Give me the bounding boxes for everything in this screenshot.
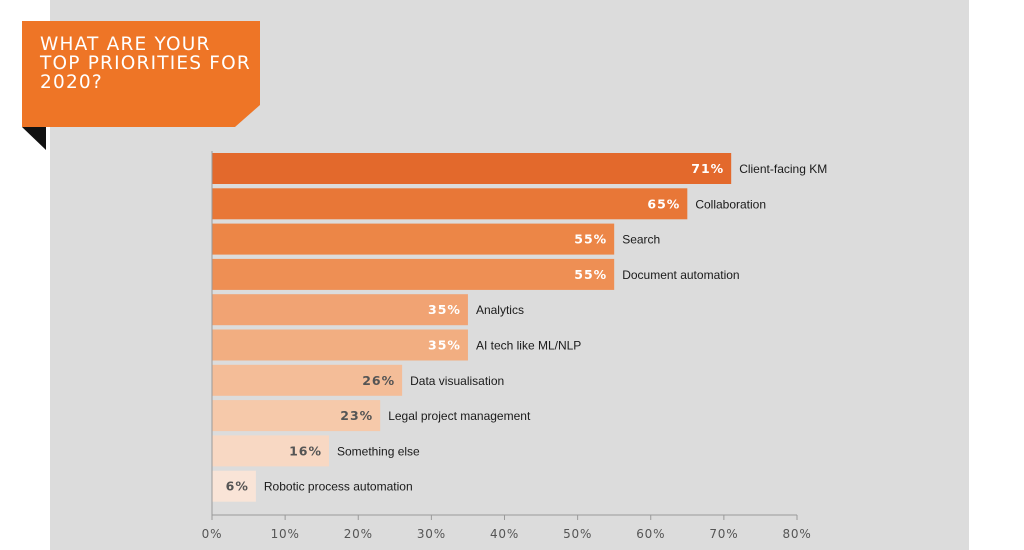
x-tick-label: 60% [636, 527, 665, 541]
bar [212, 435, 329, 467]
bar-value-label: 16% [289, 443, 322, 458]
bar-category-label: Legal project management [388, 409, 531, 423]
x-ticks-layer: 0% 10% 20% 30% 40% 50% 60% 70% 80% [202, 515, 811, 541]
bar-value-label: 55% [574, 232, 607, 247]
bar-value-label: 55% [574, 267, 607, 282]
x-tick-label: 40% [490, 527, 519, 541]
x-tick-label: 80% [782, 527, 811, 541]
x-tick-label: 0% [202, 527, 223, 541]
x-tick-label: 10% [271, 527, 300, 541]
bar-value-label: 71% [691, 161, 724, 176]
bar [212, 258, 615, 290]
x-tick-label: 20% [344, 527, 373, 541]
bar-category-label: Data visualisation [410, 374, 504, 388]
bar [212, 400, 381, 432]
bar [212, 294, 468, 326]
banner-fill [22, 21, 260, 127]
bar-category-label: Client-facing KM [739, 162, 827, 176]
banner-fold-shadow [22, 127, 46, 150]
bar-category-label: Robotic process automation [264, 480, 413, 494]
bar [212, 364, 403, 396]
bar [212, 470, 256, 502]
bar-category-label: Collaboration [695, 197, 766, 211]
x-tick-label: 30% [417, 527, 446, 541]
chart-title: WHAT ARE YOUR TOP PRIORITIES FOR 2020? [40, 34, 251, 93]
bar-category-label: Document automation [622, 268, 739, 282]
bars-layer: 71% Client-facing KM 65% Collaboration 55% Se… [212, 153, 827, 502]
bar-value-label: 35% [428, 338, 461, 353]
bar [212, 153, 732, 184]
bar-category-label: Something else [337, 444, 420, 458]
bar-value-label: 65% [647, 196, 680, 211]
bar [212, 329, 468, 361]
x-tick-label: 70% [709, 527, 738, 541]
bar [212, 223, 615, 255]
x-tick-label: 50% [563, 527, 592, 541]
bar-category-label: Search [622, 233, 660, 247]
bar-value-label: 6% [226, 479, 249, 494]
bar-category-label: Analytics [476, 303, 524, 317]
title-banner: WHAT ARE YOUR TOP PRIORITIES FOR 2020? [22, 21, 260, 150]
bar-value-label: 35% [428, 302, 461, 317]
bar-category-label: AI tech like ML/NLP [476, 339, 581, 353]
bar-value-label: 26% [362, 373, 395, 388]
title-banner-shape [22, 21, 260, 150]
bar-value-label: 23% [340, 408, 373, 423]
bar [212, 188, 688, 220]
